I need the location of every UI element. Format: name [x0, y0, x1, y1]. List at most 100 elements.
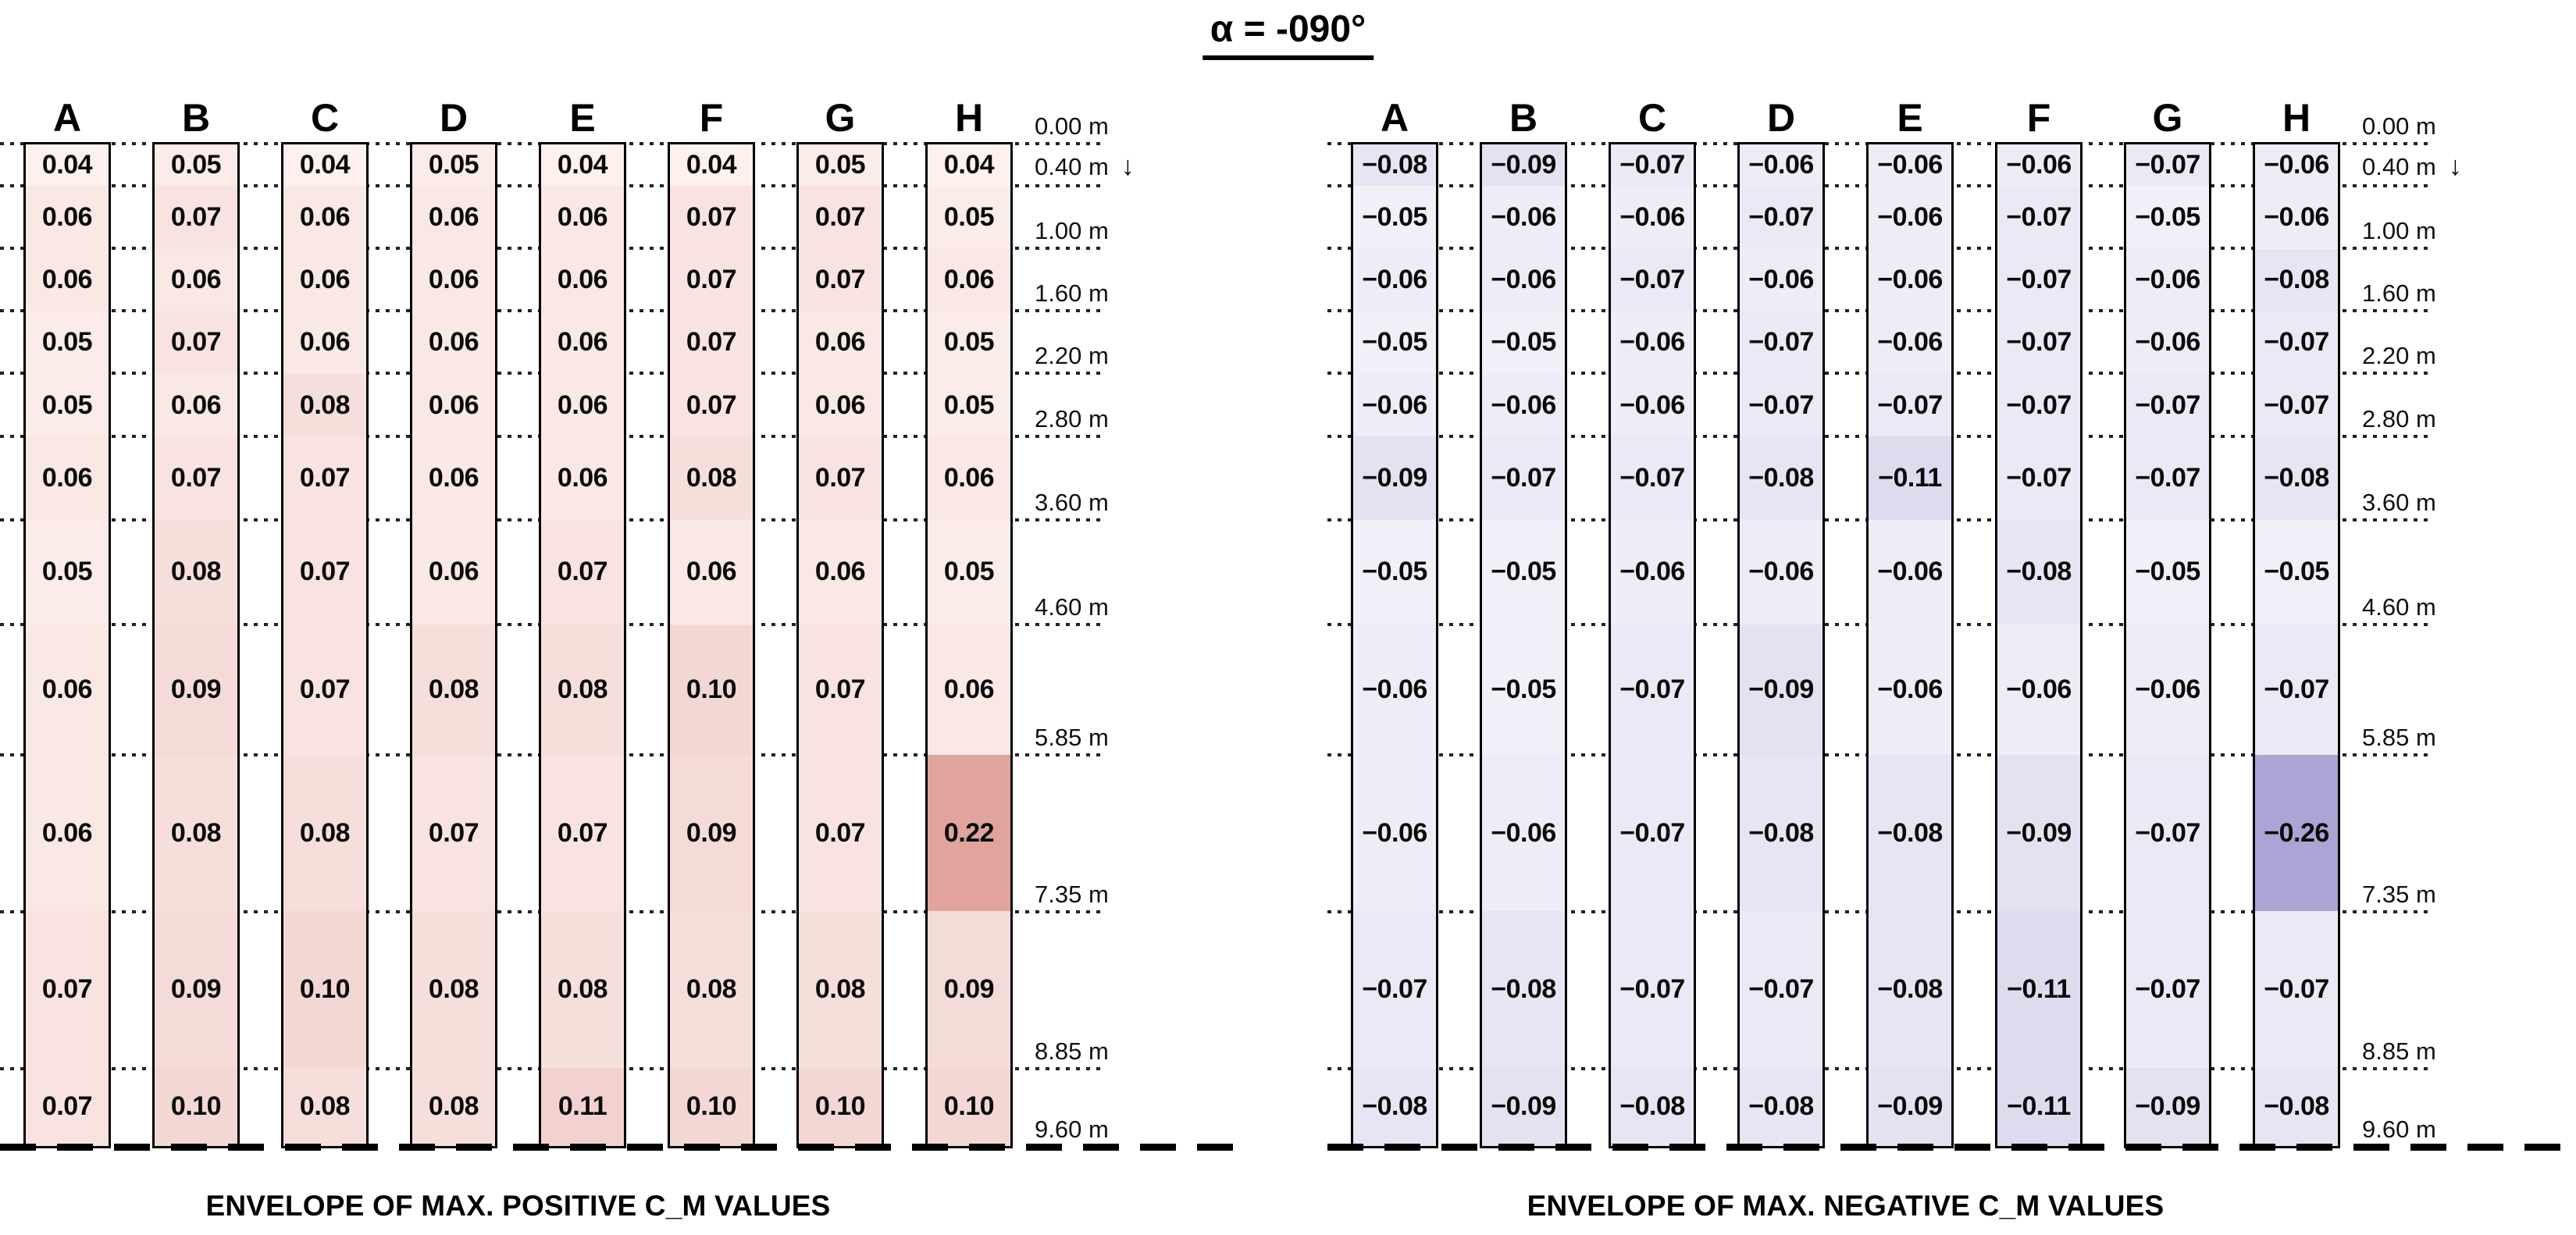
heatmap-cell: −0.06 [1869, 624, 1951, 755]
column-header-e: E [569, 96, 596, 140]
heatmap-cell: 0.07 [799, 436, 882, 521]
heatmap-cell: 0.06 [412, 520, 495, 625]
heatmap-cell: 0.04 [928, 144, 1010, 187]
heatmap-cell: −0.07 [2255, 374, 2338, 437]
heatmap-cell: −0.08 [2255, 248, 2338, 311]
heatmap-cell: −0.11 [1997, 1067, 2080, 1146]
heatmap-cell: −0.05 [1482, 520, 1565, 625]
column-header-f: F [699, 96, 724, 140]
heatmap-cell: −0.05 [2126, 186, 2209, 249]
heatmap-cell: −0.06 [2126, 311, 2209, 375]
column-header-c: C [310, 96, 340, 140]
heatmap-cell: 0.10 [928, 1067, 1010, 1146]
heatmap-cell: −0.09 [2126, 1067, 2209, 1146]
depth-label: 4.60 m [2362, 593, 2436, 621]
heatmap-cell: −0.07 [2126, 754, 2209, 912]
heatmap-cell: −0.06 [1869, 311, 1951, 375]
heatmap-cell: −0.06 [1611, 186, 1694, 249]
heatmap-cell: 0.07 [412, 754, 495, 912]
heatmap-cell: 0.06 [26, 186, 109, 249]
heatmap-cell: −0.07 [1997, 436, 2080, 521]
heatmap-cell: 0.07 [155, 186, 237, 249]
depth-label: 2.20 m [2362, 342, 2436, 370]
heatmap-cell: −0.07 [1997, 186, 2080, 249]
heatmap-cell: −0.11 [1869, 436, 1951, 521]
heatmap-cell: 0.08 [670, 911, 753, 1068]
heatmap-cell: 0.10 [283, 911, 366, 1068]
heatmap-cell: 0.07 [799, 624, 882, 755]
heatmap-cell: 0.06 [283, 311, 366, 375]
column-bar-h: 0.04 0.05 0.06 0.05 0.05 0.06 0.05 0.06 0.22 0.09… [925, 142, 1013, 1148]
heatmap-cell: −0.06 [1740, 248, 1822, 311]
heatmap-cell: 0.10 [670, 624, 753, 755]
column-bar-f: −0.06 −0.07 −0.07 −0.07 −0.07 −0.07 −0.08 −0.06… [1995, 142, 2083, 1148]
heatmap-cell: −0.06 [1869, 144, 1951, 187]
heatmap-cell: −0.07 [1611, 436, 1694, 521]
heatmap-cell: 0.07 [670, 374, 753, 437]
heatmap-cell: −0.06 [1997, 144, 2080, 187]
column-header-b: B [181, 96, 211, 140]
depth-label: 7.35 m [1035, 880, 1109, 908]
ground-baseline [1327, 1144, 2576, 1151]
heatmap-cell: −0.09 [1353, 436, 1436, 521]
heatmap-cell: −0.08 [1482, 911, 1565, 1068]
heatmap-cell: 0.08 [155, 754, 237, 912]
heatmap-cell: −0.06 [1482, 374, 1565, 437]
heatmap-cell: −0.07 [2126, 144, 2209, 187]
heatmap-cell: 0.06 [412, 248, 495, 311]
heatmap-cell: −0.07 [2255, 624, 2338, 755]
depth-label: 3.60 m [1035, 488, 1109, 516]
column-header-f: F [2026, 96, 2051, 140]
heatmap-cell: −0.05 [2126, 520, 2209, 625]
heatmap-cell: 0.07 [283, 520, 366, 625]
column-header-c: C [1637, 96, 1667, 140]
heatmap-cell: 0.06 [412, 374, 495, 437]
column-headers: A B C D E F G H [23, 95, 1242, 144]
heatmap-cell: 0.06 [155, 374, 237, 437]
depth-label: 8.85 m [2362, 1037, 2436, 1065]
heatmap-cell: 0.07 [283, 436, 366, 521]
column-bar-b: −0.09 −0.06 −0.06 −0.05 −0.06 −0.07 −0.05 −0.05… [1480, 142, 1567, 1148]
heatmap-cell: 0.06 [155, 248, 237, 311]
heatmap-cell: 0.10 [670, 1067, 753, 1146]
heatmap-cell: 0.08 [412, 911, 495, 1068]
heatmap-cell: 0.10 [155, 1067, 237, 1146]
heatmap-cell: −0.06 [1482, 754, 1565, 912]
heatmap-cell: −0.05 [1482, 311, 1565, 375]
heatmap-cell: 0.06 [799, 311, 882, 375]
heatmap-cell: −0.06 [1482, 186, 1565, 249]
heatmap-cell: 0.06 [283, 186, 366, 249]
heatmap-cell: −0.07 [1353, 911, 1436, 1068]
heatmap-cell: 0.05 [928, 311, 1010, 375]
heatmap-cell: −0.06 [1611, 520, 1694, 625]
column-bar-a: −0.08 −0.05 −0.06 −0.05 −0.06 −0.09 −0.05 −0.06… [1351, 142, 1438, 1148]
heatmap-cell: 0.09 [928, 911, 1010, 1068]
heatmap-cell: −0.06 [1869, 186, 1951, 249]
heatmap-cell: −0.09 [1482, 144, 1565, 187]
heatmap-cell: 0.07 [283, 624, 366, 755]
depth-label: 1.60 m [1035, 279, 1109, 308]
heatmap-cell: −0.08 [1869, 754, 1951, 912]
depth-chart: 0.04 0.06 0.06 0.05 0.05 0.06 0.05 0.06 0.06 0.07… [0, 112, 1249, 1151]
depth-label: 8.85 m [1035, 1037, 1109, 1065]
heatmap-cell: −0.07 [2126, 911, 2209, 1068]
column-bar-c: 0.04 0.06 0.06 0.06 0.08 0.07 0.07 0.07 0.08 0.10… [281, 142, 369, 1148]
heatmap-cell: 0.07 [155, 436, 237, 521]
heatmap-cell: −0.05 [1353, 520, 1436, 625]
heatmap-cell: 0.22 [928, 754, 1010, 912]
column-header-e: E [1897, 96, 1923, 140]
heatmap-cell: −0.06 [2126, 248, 2209, 311]
heatmap-cell: 0.10 [799, 1067, 882, 1146]
heatmap-cell: 0.06 [541, 436, 624, 521]
heatmap-cell: 0.07 [26, 911, 109, 1068]
heatmap-cell: −0.09 [1869, 1067, 1951, 1146]
heatmap-cell: −0.06 [1740, 520, 1822, 625]
heatmap-cell: −0.09 [1997, 754, 2080, 912]
heatmap-cell: 0.08 [283, 1067, 366, 1146]
heatmap-cell: 0.04 [670, 144, 753, 187]
panel-max-positive: A B C D E F G H 0.04 0.06 0.06 0.05 0.05 0.06 0.05 0.06… [0, 95, 1249, 1235]
depth-label: 2.80 m [1035, 404, 1109, 432]
heatmap-cell: 0.05 [26, 374, 109, 437]
column-bar-h: −0.06 −0.06 −0.08 −0.07 −0.07 −0.08 −0.05 −0.07… [2253, 142, 2340, 1148]
